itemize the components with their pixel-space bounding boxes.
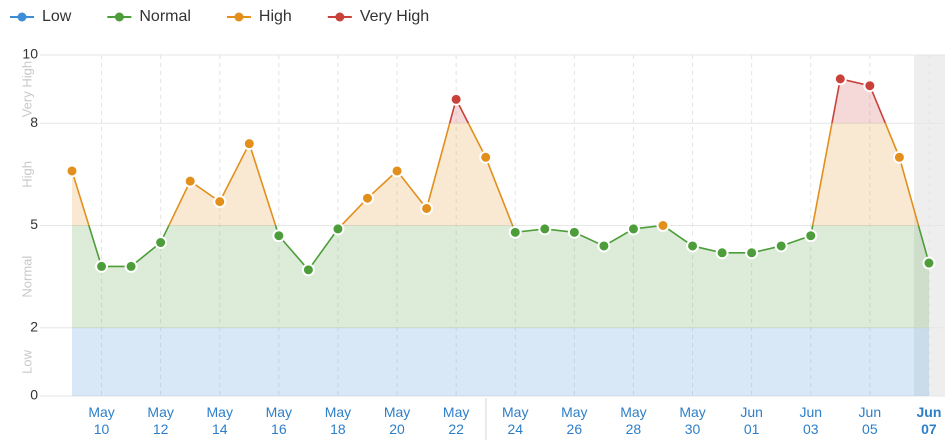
x-tick-label: Jun 01 — [740, 404, 763, 437]
legend-label: Low — [42, 8, 72, 25]
band-label: Low — [19, 349, 34, 373]
legend-label: Very High — [360, 8, 429, 25]
point — [892, 150, 906, 164]
point — [538, 222, 552, 236]
point — [597, 239, 611, 253]
x-tick-label: May 30 — [679, 404, 706, 437]
point — [715, 246, 729, 260]
point — [656, 219, 670, 232]
point — [213, 195, 227, 209]
band-label: Very High — [19, 61, 34, 117]
point — [479, 150, 493, 164]
legend-marker — [335, 12, 345, 22]
x-tick-label: May 26 — [561, 404, 588, 437]
x-tick-label: May 12 — [147, 404, 174, 437]
point — [686, 239, 700, 253]
x-tick-label: May 14 — [206, 404, 233, 437]
point — [626, 222, 640, 236]
x-tick-label: Jun 07 — [916, 404, 942, 437]
x-tick-label: May 28 — [620, 404, 647, 437]
point — [154, 236, 168, 250]
point — [65, 164, 79, 178]
x-tick-label: May 10 — [88, 404, 115, 437]
point — [272, 229, 286, 243]
y-tick-label: 5 — [30, 216, 38, 232]
area — [72, 78, 929, 397]
x-tick-label: May 16 — [265, 404, 293, 437]
point — [449, 92, 463, 106]
band-label: Normal — [19, 256, 34, 298]
y-tick-label: 8 — [30, 114, 38, 130]
x-tick-label: May 18 — [324, 404, 352, 437]
point — [242, 137, 256, 151]
point — [567, 225, 581, 239]
x-tick-label: Jun 05 — [858, 404, 882, 437]
point — [331, 222, 345, 236]
point — [508, 225, 522, 239]
legend-marker — [17, 12, 27, 22]
y-tick-label: 2 — [30, 319, 38, 335]
legend-marker — [234, 12, 244, 22]
point — [390, 164, 404, 178]
x-tick-label: May 20 — [383, 404, 411, 437]
point — [420, 201, 434, 215]
x-tick-label: May 22 — [442, 404, 470, 437]
point — [301, 263, 315, 277]
legend-marker — [114, 12, 124, 22]
point — [183, 174, 197, 188]
y-tick-label: 10 — [22, 46, 38, 62]
point — [804, 229, 818, 243]
point — [124, 259, 138, 273]
point — [774, 239, 788, 253]
band-label: High — [19, 161, 34, 188]
y-tick-label: 0 — [30, 387, 38, 403]
point — [922, 256, 936, 270]
legend-label: Normal — [139, 8, 191, 25]
x-tick-label: Jun 03 — [799, 404, 823, 437]
point — [833, 72, 847, 86]
point — [863, 79, 877, 93]
legend-label: High — [259, 8, 292, 25]
x-tick-label: May 24 — [502, 404, 529, 437]
point — [745, 246, 759, 260]
point — [95, 259, 109, 273]
point — [361, 191, 374, 205]
